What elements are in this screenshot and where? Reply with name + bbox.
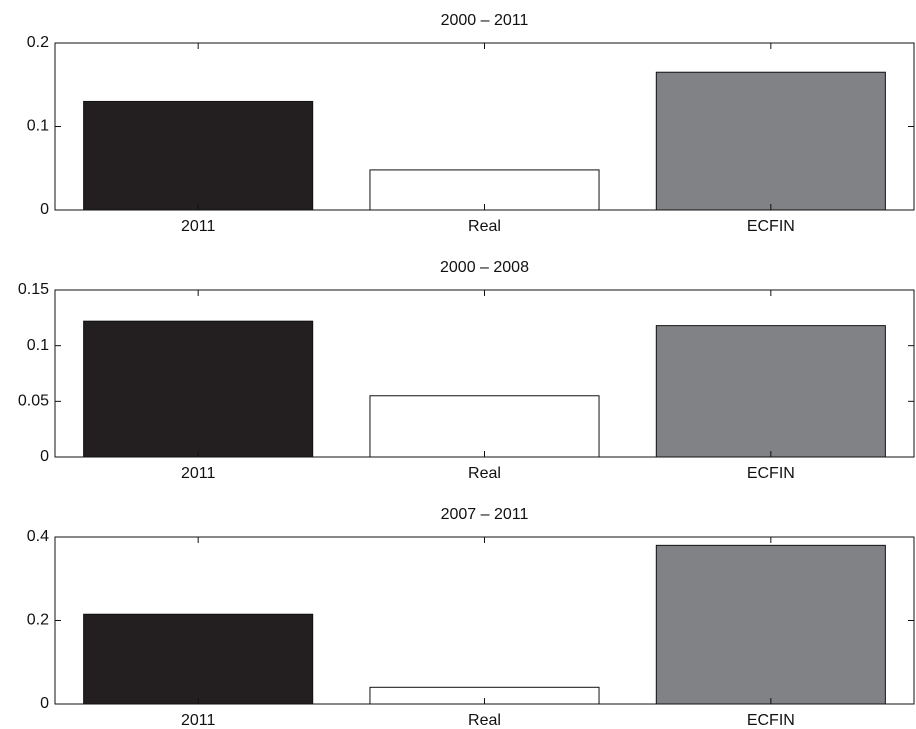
chart-title: 2000 – 2011 (441, 12, 529, 29)
bar (655, 544, 886, 705)
bar (83, 320, 314, 458)
bar (655, 325, 886, 458)
chart-title: 2007 – 2011 (441, 506, 529, 523)
x-tick-label: 2011 (181, 218, 216, 235)
y-tick-label: 0.2 (27, 612, 49, 629)
bar (369, 395, 600, 458)
bar (83, 613, 314, 705)
y-tick-label: 0.2 (27, 34, 49, 51)
x-tick-label: 2011 (181, 712, 216, 729)
x-tick-label: Real (468, 712, 501, 729)
x-tick-label: Real (468, 465, 501, 482)
y-tick-label: 0.05 (18, 393, 49, 410)
chart-title: 2000 – 2008 (440, 259, 529, 276)
y-tick-label: 0 (40, 448, 49, 465)
x-tick-label: ECFIN (747, 218, 795, 235)
plot-frame (54, 289, 915, 458)
x-tick-label: ECFIN (747, 712, 795, 729)
plot-frame (54, 536, 915, 705)
bar (655, 71, 886, 211)
bar (83, 100, 314, 211)
y-tick-label: 0.15 (18, 281, 49, 298)
y-tick-label: 0.1 (27, 337, 49, 354)
y-tick-label: 0 (40, 201, 49, 218)
x-tick-label: ECFIN (747, 465, 795, 482)
plot-frame (54, 42, 915, 211)
y-tick-label: 0 (40, 695, 49, 712)
y-tick-label: 0.1 (27, 118, 49, 135)
y-tick-label: 0.4 (27, 528, 49, 545)
x-tick-label: 2011 (181, 465, 216, 482)
bar (369, 169, 600, 211)
x-tick-label: Real (468, 218, 501, 235)
